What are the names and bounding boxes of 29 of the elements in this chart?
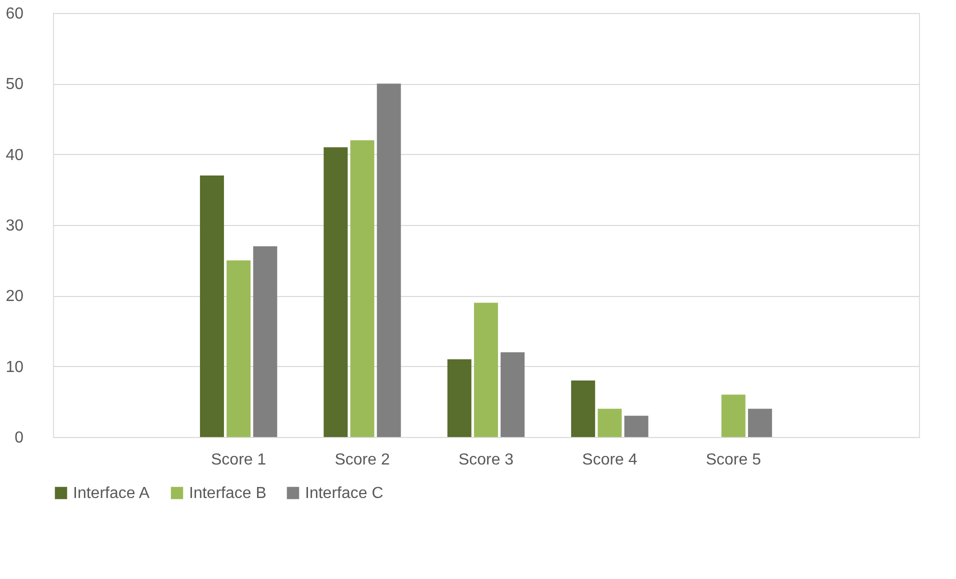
bar	[571, 380, 596, 437]
bar	[474, 302, 498, 437]
x-tick-label: Score 1	[211, 452, 266, 468]
y-tick-label: 60	[6, 6, 24, 22]
bar	[624, 416, 648, 437]
bar	[200, 176, 224, 437]
y-tick-label: 50	[6, 76, 24, 94]
y-tick-label: 20	[6, 288, 24, 306]
legend-label: Interface B	[189, 485, 266, 502]
legend-label: Interface A	[73, 485, 150, 502]
bar	[350, 140, 374, 437]
legend-label: Interface C	[305, 485, 384, 502]
x-tick-label: Score 2	[334, 452, 390, 468]
bar	[253, 246, 278, 437]
x-tick-label: Score 4	[582, 452, 638, 468]
y-tick-label: 10	[6, 358, 24, 376]
bar	[748, 408, 772, 437]
bar	[500, 352, 525, 437]
bar	[721, 394, 746, 437]
bar	[376, 84, 401, 437]
bar	[598, 408, 622, 437]
y-tick-label: 0	[14, 430, 24, 446]
x-tick-label: Score 5	[706, 452, 762, 468]
bar	[447, 359, 472, 437]
y-tick-label: 40	[6, 146, 24, 164]
bar	[226, 260, 251, 437]
bar	[324, 147, 348, 437]
x-tick-label: Score 3	[458, 452, 514, 468]
y-tick-label: 30	[6, 218, 24, 234]
